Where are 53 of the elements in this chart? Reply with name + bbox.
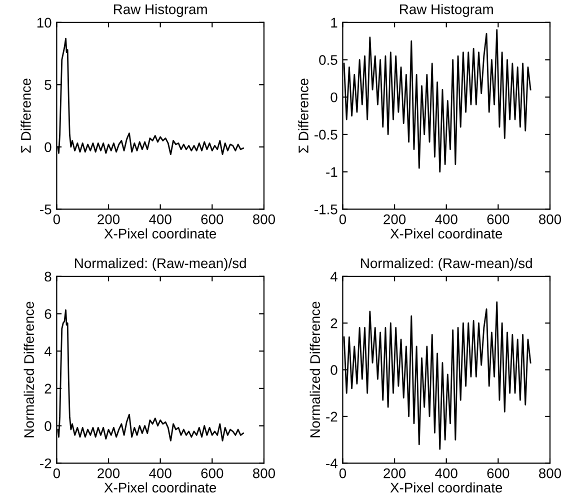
- x-axis-title: X-Pixel coordinate: [104, 482, 216, 493]
- chart-title: Normalized: (Raw-mean)/sd: [75, 258, 246, 271]
- y-tick-label: -1.5: [314, 204, 338, 214]
- y-tick-label: 0: [44, 142, 52, 152]
- x-tick-label: 600: [487, 214, 510, 224]
- x-tick-label: 600: [201, 214, 224, 224]
- y-axis-title: Σ Difference: [298, 78, 308, 153]
- y-tick-label: -5: [40, 204, 52, 214]
- x-tick-label: 600: [201, 468, 224, 478]
- x-tick-label: 0: [53, 214, 60, 224]
- y-tick-label: -2: [326, 412, 338, 422]
- chart-title: Raw Histogram: [114, 4, 207, 17]
- y-tick-label: -0.5: [314, 130, 338, 140]
- x-tick-label: 800: [252, 214, 276, 224]
- x-tick-label: 400: [435, 214, 458, 224]
- chart-title: Normalized: (Raw-mean)/sd: [361, 258, 532, 271]
- x-tick-label: 200: [98, 214, 120, 224]
- x-tick-label: 200: [98, 468, 120, 478]
- x-tick-label: 400: [149, 214, 172, 224]
- x-tick-label: 400: [435, 468, 458, 478]
- y-tick-label: 5: [44, 80, 52, 90]
- x-tick-label: 200: [384, 214, 406, 224]
- y-tick-label: 8: [44, 272, 52, 282]
- y-axis-title: Normalized Difference: [24, 302, 34, 438]
- x-tick-label: 0: [339, 468, 346, 478]
- y-tick-label: 2: [330, 318, 338, 328]
- y-axis-title: Normalized Difference: [310, 302, 320, 438]
- y-tick-label: 10: [37, 18, 52, 28]
- y-tick-label: 6: [44, 309, 52, 319]
- y-tick-label: 1: [331, 18, 338, 28]
- x-tick-label: 200: [384, 468, 406, 478]
- x-axis-title: X-Pixel coordinate: [104, 228, 216, 239]
- x-tick-label: 800: [539, 214, 562, 224]
- x-tick-label: 0: [339, 214, 346, 224]
- y-tick-label: 0: [330, 92, 338, 102]
- y-tick-label: 0: [44, 421, 52, 431]
- x-axis-title: X-Pixel coordinate: [390, 482, 502, 493]
- x-tick-label: 800: [252, 468, 276, 478]
- y-tick-label: 4: [44, 346, 52, 356]
- x-tick-label: 800: [539, 468, 562, 478]
- y-tick-label: -4: [326, 458, 338, 468]
- y-tick-label: -1: [326, 167, 338, 177]
- y-tick-label: 2: [44, 384, 52, 394]
- x-tick-label: 400: [149, 468, 172, 478]
- y-tick-label: 0: [330, 365, 338, 375]
- y-tick-label: 4: [330, 272, 338, 282]
- x-axis-title: X-Pixel coordinate: [390, 228, 502, 239]
- chart-title: Raw Histogram: [400, 4, 493, 17]
- y-tick-label: -2: [40, 458, 52, 468]
- y-tick-label: 0.5: [319, 55, 338, 65]
- y-axis-title: Σ Difference: [20, 78, 31, 153]
- x-tick-label: 600: [487, 468, 510, 478]
- x-tick-label: 0: [53, 468, 60, 478]
